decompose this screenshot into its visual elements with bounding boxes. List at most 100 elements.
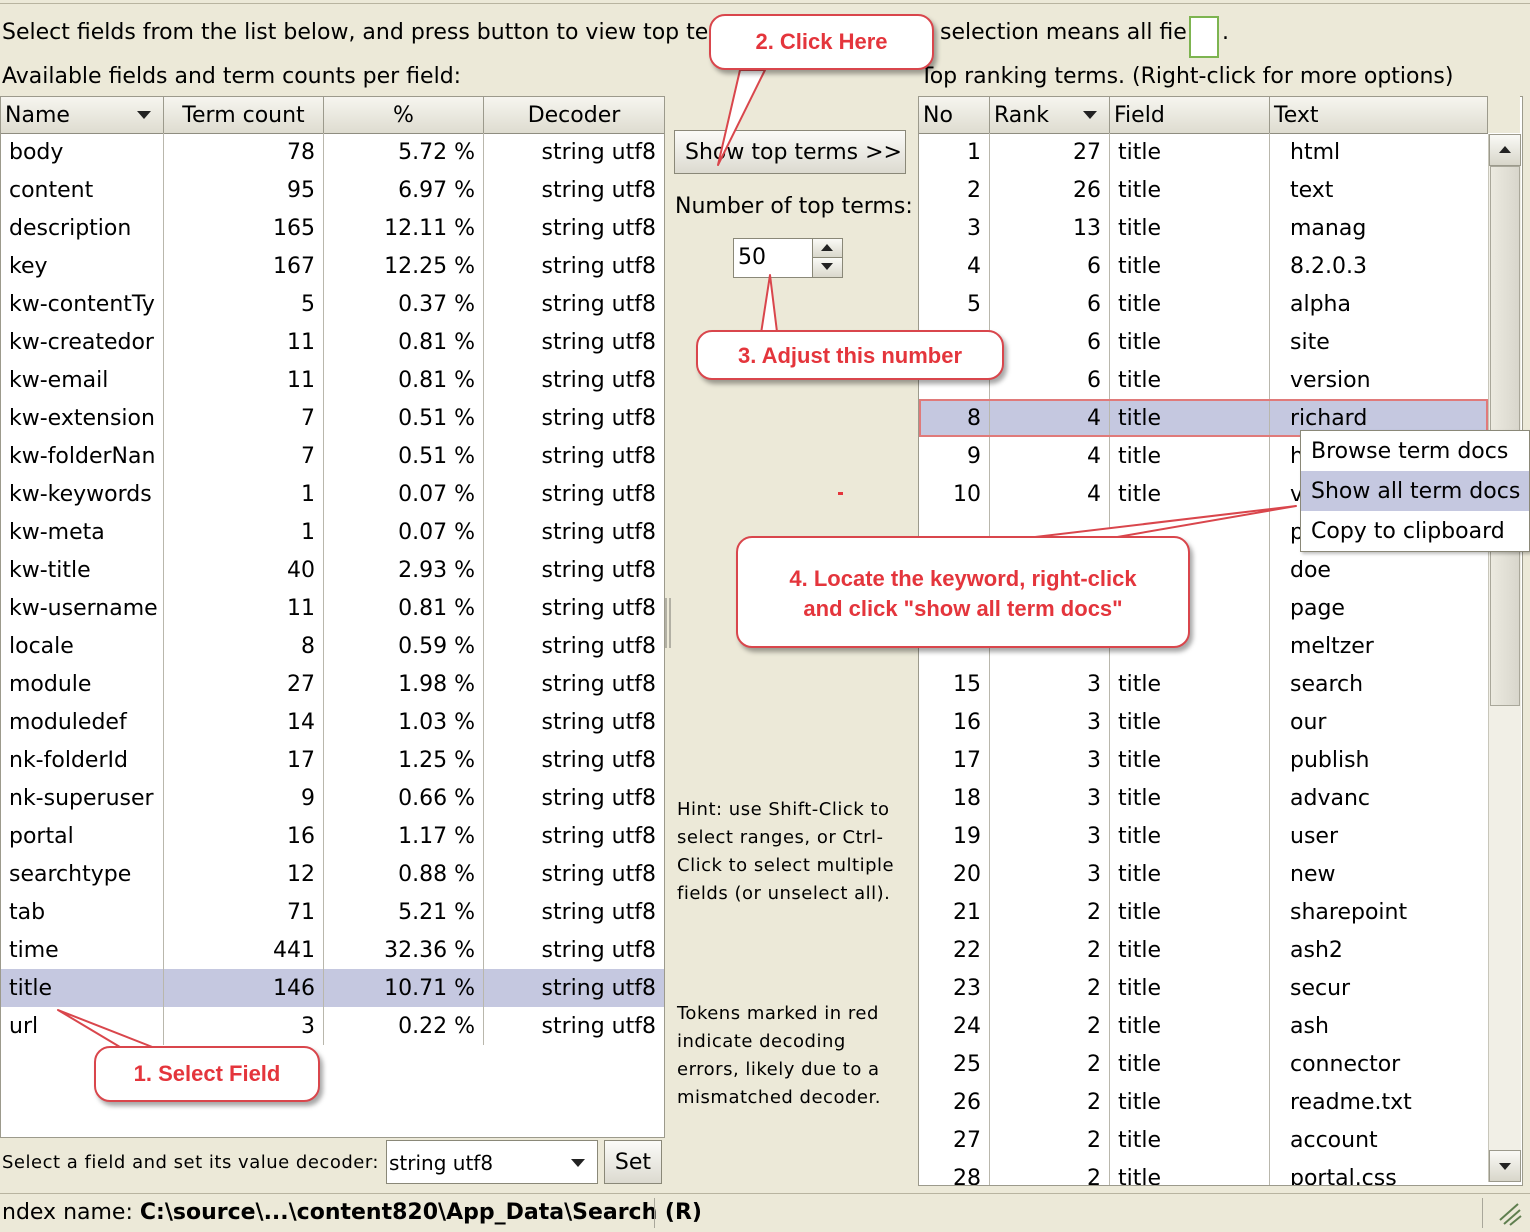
field-row-kw-folderNan[interactable]: kw-folderNan 7 0.51 % string utf8 xyxy=(1,437,664,475)
callout-click-here: 2. Click Here xyxy=(709,14,934,70)
scroll-down-button[interactable] xyxy=(1489,1150,1521,1182)
term-row[interactable]: 6 title site xyxy=(919,323,1488,361)
term-row[interactable]: 1 27 title html xyxy=(919,133,1488,171)
column-decoder[interactable]: Decoder xyxy=(527,103,621,128)
resize-grip-icon[interactable] xyxy=(1494,1198,1524,1228)
field-row-kw-extension[interactable]: kw-extension 7 0.51 % string utf8 xyxy=(1,399,664,437)
term-row[interactable]: 27 2 title account xyxy=(919,1121,1488,1159)
decoder-select[interactable]: string utf8 xyxy=(386,1140,598,1184)
field-cell-count: 16 xyxy=(164,817,324,855)
field-row-content[interactable]: content 95 6.97 % string utf8 xyxy=(1,171,664,209)
field-row-module[interactable]: module 27 1.98 % string utf8 xyxy=(1,665,664,703)
field-row-kw-createdor[interactable]: kw-createdor 11 0.81 % string utf8 xyxy=(1,323,664,361)
menu-item-show-all-term-docs[interactable]: Show all term docs xyxy=(1301,471,1529,511)
fields-table: Name Term count % Decoder body 78 5.72 % st… xyxy=(0,96,665,1138)
term-row[interactable]: 25 2 title connector xyxy=(919,1045,1488,1083)
column-rank[interactable]: Rank xyxy=(990,97,1110,133)
field-cell-count: 8 xyxy=(164,627,324,665)
field-row-kw-username[interactable]: kw-username 11 0.81 % string utf8 xyxy=(1,589,664,627)
term-row[interactable]: 20 3 title new xyxy=(919,855,1488,893)
field-row-kw-contentTy[interactable]: kw-contentTy 5 0.37 % string utf8 xyxy=(1,285,664,323)
field-row-url[interactable]: url 3 0.22 % string utf8 xyxy=(1,1007,664,1045)
term-cell-field: title xyxy=(1110,323,1270,361)
spinner-down-button[interactable] xyxy=(812,258,842,277)
term-row[interactable]: 5 6 title alpha xyxy=(919,285,1488,323)
term-row[interactable]: 18 3 title advanc xyxy=(919,779,1488,817)
term-row[interactable]: 15 3 title search xyxy=(919,665,1488,703)
column-field[interactable]: Field xyxy=(1110,97,1270,133)
field-row-moduledef[interactable]: moduledef 14 1.03 % string utf8 xyxy=(1,703,664,741)
term-row[interactable]: 6 title version xyxy=(919,361,1488,399)
spinner-up-button[interactable] xyxy=(812,239,842,258)
term-row[interactable]: 4 6 title 8.2.0.3 xyxy=(919,247,1488,285)
field-row-title[interactable]: title 146 10.71 % string utf8 xyxy=(1,969,664,1007)
term-row[interactable]: 26 2 title readme.txt xyxy=(919,1083,1488,1121)
term-cell-no: 15 xyxy=(919,665,990,703)
field-cell-name: kw-folderNan xyxy=(1,437,164,475)
term-row[interactable]: 21 2 title sharepoint xyxy=(919,893,1488,931)
term-row[interactable]: 16 3 title our xyxy=(919,703,1488,741)
set-button[interactable]: Set xyxy=(604,1140,662,1184)
term-row[interactable]: 24 2 title ash xyxy=(919,1007,1488,1045)
number-of-terms-spinner[interactable]: 50 xyxy=(733,238,843,278)
term-cell-text: sharepoint xyxy=(1290,900,1408,925)
term-row[interactable]: 10 4 title v xyxy=(919,475,1488,513)
field-cell-name: nk-superuser xyxy=(1,779,164,817)
field-row-locale[interactable]: locale 8 0.59 % string utf8 xyxy=(1,627,664,665)
term-row[interactable]: 22 2 title ash2 xyxy=(919,931,1488,969)
callout-step4-line1: 4. Locate the keyword, right-click xyxy=(789,566,1137,591)
column-text[interactable]: Text xyxy=(1270,97,1488,133)
field-row-portal[interactable]: portal 16 1.17 % string utf8 xyxy=(1,817,664,855)
field-cell-pct: 0.07 % xyxy=(324,513,484,551)
decoder-label: Select a field and set its value decoder… xyxy=(2,1152,379,1173)
field-row-tab[interactable]: tab 71 5.21 % string utf8 xyxy=(1,893,664,931)
field-cell-name: kw-title xyxy=(1,551,164,589)
field-row-kw-keywords[interactable]: kw-keywords 1 0.07 % string utf8 xyxy=(1,475,664,513)
split-handle[interactable] xyxy=(665,598,671,648)
term-cell-rank: 13 xyxy=(990,209,1110,247)
instruction-text: Select fields from the list below, and p… xyxy=(2,20,739,45)
field-cell-name: kw-email xyxy=(1,361,164,399)
column-term-count[interactable]: Term count xyxy=(164,97,324,133)
term-cell-field: title xyxy=(1110,931,1270,969)
index-path: C:\source\...\content820\App_Data\Search… xyxy=(139,1200,702,1225)
field-cell-count: 12 xyxy=(164,855,324,893)
field-row-kw-meta[interactable]: kw-meta 1 0.07 % string utf8 xyxy=(1,513,664,551)
term-row[interactable]: 17 3 title publish xyxy=(919,741,1488,779)
column-no[interactable]: No xyxy=(919,97,990,133)
menu-item-browse-term-docs[interactable]: Browse term docs xyxy=(1311,439,1509,464)
term-cell-no: 10 xyxy=(919,475,990,513)
term-cell-text: text xyxy=(1290,178,1334,203)
field-row-time[interactable]: time 441 32.36 % string utf8 xyxy=(1,931,664,969)
term-row[interactable]: meltzer xyxy=(919,627,1488,665)
number-of-terms-value[interactable]: 50 xyxy=(738,245,766,270)
term-cell-field: title xyxy=(1110,437,1270,475)
field-row-body[interactable]: body 78 5.72 % string utf8 xyxy=(1,133,664,171)
field-cell-decoder: string utf8 xyxy=(541,140,656,165)
field-cell-decoder: string utf8 xyxy=(541,938,656,963)
term-row[interactable]: 9 4 title h xyxy=(919,437,1488,475)
field-cell-pct: 5.72 % xyxy=(324,133,484,171)
field-row-kw-email[interactable]: kw-email 11 0.81 % string utf8 xyxy=(1,361,664,399)
field-cell-count: 71 xyxy=(164,893,324,931)
field-row-kw-title[interactable]: kw-title 40 2.93 % string utf8 xyxy=(1,551,664,589)
term-row[interactable]: 19 3 title user xyxy=(919,817,1488,855)
term-row[interactable]: 28 2 title portal.css xyxy=(919,1159,1488,1185)
column-percent[interactable]: % xyxy=(324,97,484,133)
column-name[interactable]: Name xyxy=(1,97,164,133)
field-cell-count: 441 xyxy=(164,931,324,969)
field-cell-name: moduledef xyxy=(1,703,164,741)
field-row-nk-superuser[interactable]: nk-superuser 9 0.66 % string utf8 xyxy=(1,779,664,817)
menu-item-copy-to-clipboard[interactable]: Copy to clipboard xyxy=(1311,519,1505,544)
field-cell-count: 11 xyxy=(164,361,324,399)
field-row-searchtype[interactable]: searchtype 12 0.88 % string utf8 xyxy=(1,855,664,893)
term-cell-rank: 2 xyxy=(990,1007,1110,1045)
field-row-key[interactable]: key 167 12.25 % string utf8 xyxy=(1,247,664,285)
field-row-description[interactable]: description 165 12.11 % string utf8 xyxy=(1,209,664,247)
field-row-nk-folderId[interactable]: nk-folderId 17 1.25 % string utf8 xyxy=(1,741,664,779)
term-cell-field: title xyxy=(1110,779,1270,817)
term-row[interactable]: 3 13 title manag xyxy=(919,209,1488,247)
term-row[interactable]: 23 2 title secur xyxy=(919,969,1488,1007)
term-row[interactable]: 2 26 title text xyxy=(919,171,1488,209)
scroll-up-button[interactable] xyxy=(1489,134,1521,166)
